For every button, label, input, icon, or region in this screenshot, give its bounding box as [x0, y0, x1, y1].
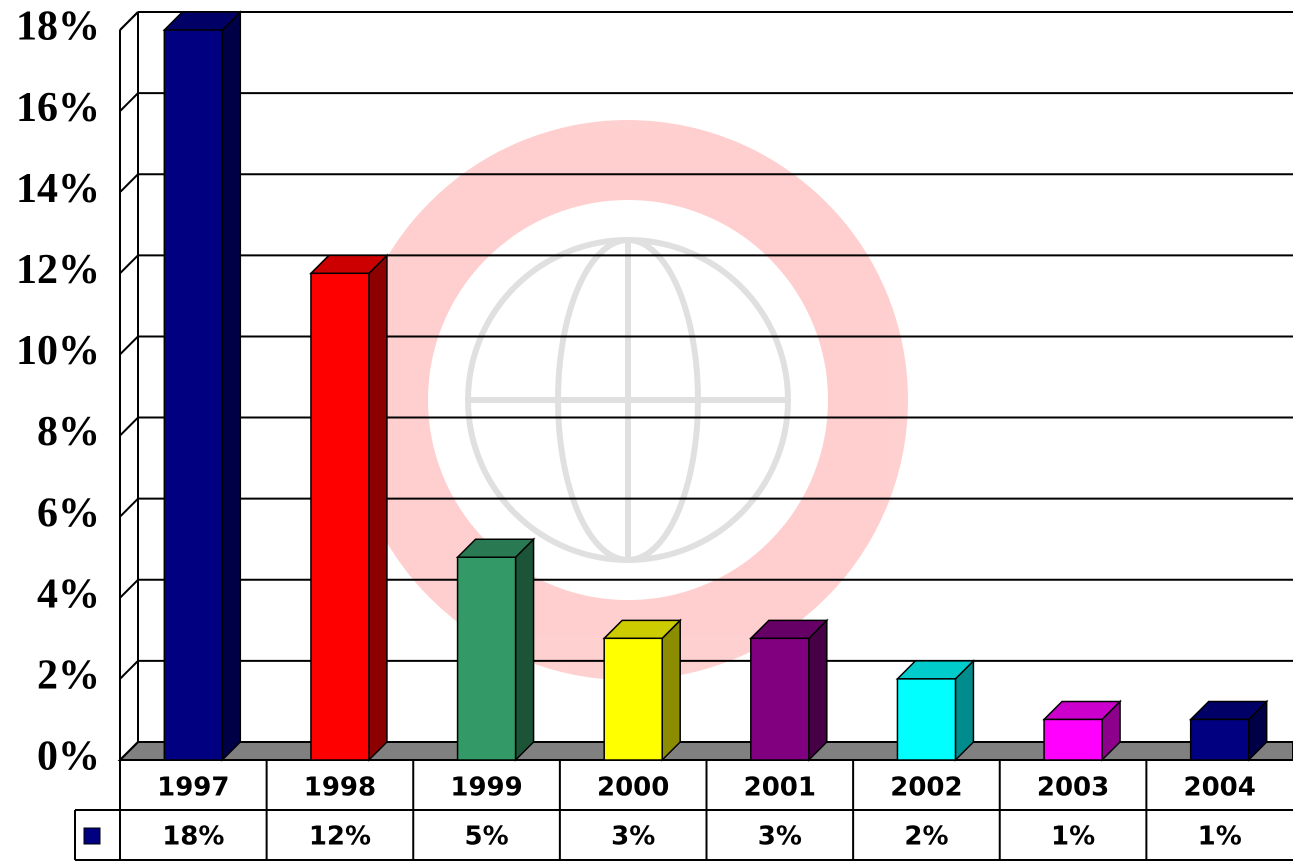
x-tick-label: 2003	[1037, 773, 1109, 803]
bar-side	[662, 620, 680, 760]
bar	[897, 679, 955, 760]
data-label: 1%	[1051, 822, 1095, 852]
data-label: 3%	[611, 822, 655, 852]
y-tick-label: 12%	[16, 247, 100, 293]
tick-mark	[120, 580, 138, 598]
y-tick-label: 16%	[16, 85, 100, 131]
bar	[458, 557, 516, 760]
data-label: 1%	[1198, 822, 1242, 852]
data-label: 2%	[904, 822, 948, 852]
bar-side	[222, 12, 240, 760]
y-tick-label: 2%	[37, 653, 100, 699]
y-tick-label: 6%	[37, 490, 100, 536]
tick-mark	[120, 12, 138, 30]
data-label: 18%	[162, 822, 224, 852]
bar	[751, 638, 809, 760]
bar	[1044, 719, 1102, 760]
bar	[164, 30, 222, 760]
tick-mark	[120, 499, 138, 517]
data-label: 5%	[464, 822, 508, 852]
data-label: 3%	[758, 822, 802, 852]
x-tick-label: 1998	[304, 773, 376, 803]
y-tick-label: 18%	[16, 4, 100, 50]
y-tick-label: 10%	[16, 328, 100, 374]
y-tick-label: 4%	[37, 571, 100, 617]
bar	[604, 638, 662, 760]
x-tick-label: 2001	[744, 773, 816, 803]
x-tick-label: 2002	[890, 773, 962, 803]
y-tick-label: 0%	[37, 734, 100, 780]
bar-side	[809, 620, 827, 760]
bar-side	[516, 539, 534, 760]
bar	[311, 273, 369, 760]
x-tick-label: 1997	[157, 773, 229, 803]
tick-mark	[120, 418, 138, 436]
x-tick-label: 2004	[1184, 773, 1256, 803]
chart: 0% 2% 4% 6% 8% 10% 12% 14% 16% 18% 1997 18% 1998 12% 1…	[0, 0, 1293, 861]
tick-mark	[120, 255, 138, 273]
x-tick-label: 2000	[597, 773, 669, 803]
bar-side	[369, 255, 387, 760]
x-tick-label: 1999	[450, 773, 522, 803]
y-tick-label: 8%	[37, 409, 100, 455]
tick-mark	[120, 336, 138, 354]
legend-key	[84, 828, 100, 844]
data-label: 12%	[309, 822, 371, 852]
tick-mark	[120, 174, 138, 192]
tick-mark	[120, 661, 138, 679]
tick-mark	[120, 93, 138, 111]
y-tick-label: 14%	[16, 166, 100, 212]
bar	[1191, 719, 1249, 760]
